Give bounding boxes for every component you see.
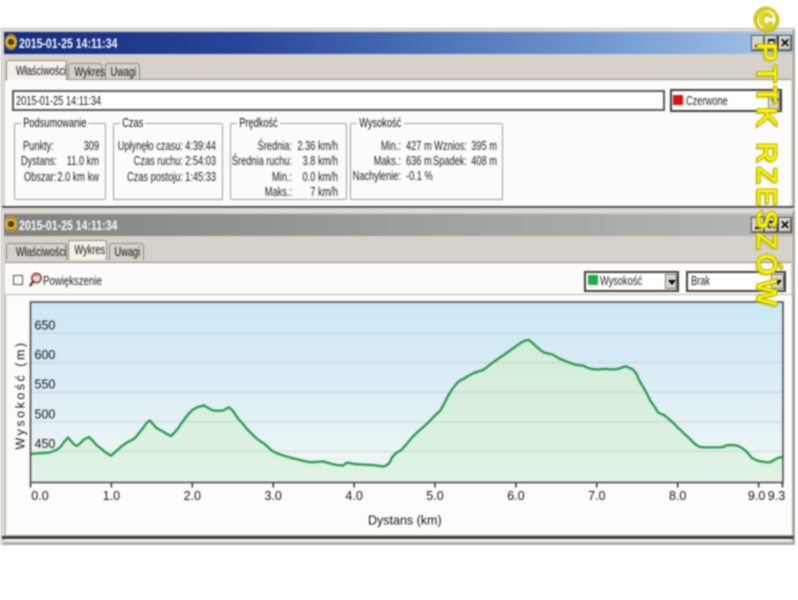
svg-text:5.0: 5.0: [426, 489, 443, 503]
svg-text:Dystans (km): Dystans (km): [368, 514, 442, 528]
svg-text:1.0: 1.0: [103, 489, 120, 503]
svg-text:Wysokość (m): Wysokość (m): [14, 340, 28, 449]
svg-text:9.0: 9.0: [748, 489, 765, 503]
svg-text:6.0: 6.0: [507, 489, 524, 503]
svg-text:650: 650: [35, 319, 56, 333]
svg-text:0.0: 0.0: [31, 489, 48, 503]
svg-text:9.3: 9.3: [768, 489, 785, 503]
svg-text:7.0: 7.0: [588, 489, 605, 503]
svg-text:450: 450: [35, 437, 56, 451]
svg-text:3.0: 3.0: [265, 489, 282, 503]
svg-text:4.0: 4.0: [345, 489, 362, 503]
svg-text:600: 600: [35, 348, 56, 362]
svg-text:8.0: 8.0: [669, 489, 686, 503]
svg-text:550: 550: [35, 378, 56, 392]
svg-text:500: 500: [35, 407, 56, 421]
svg-text:2.0: 2.0: [184, 489, 201, 503]
